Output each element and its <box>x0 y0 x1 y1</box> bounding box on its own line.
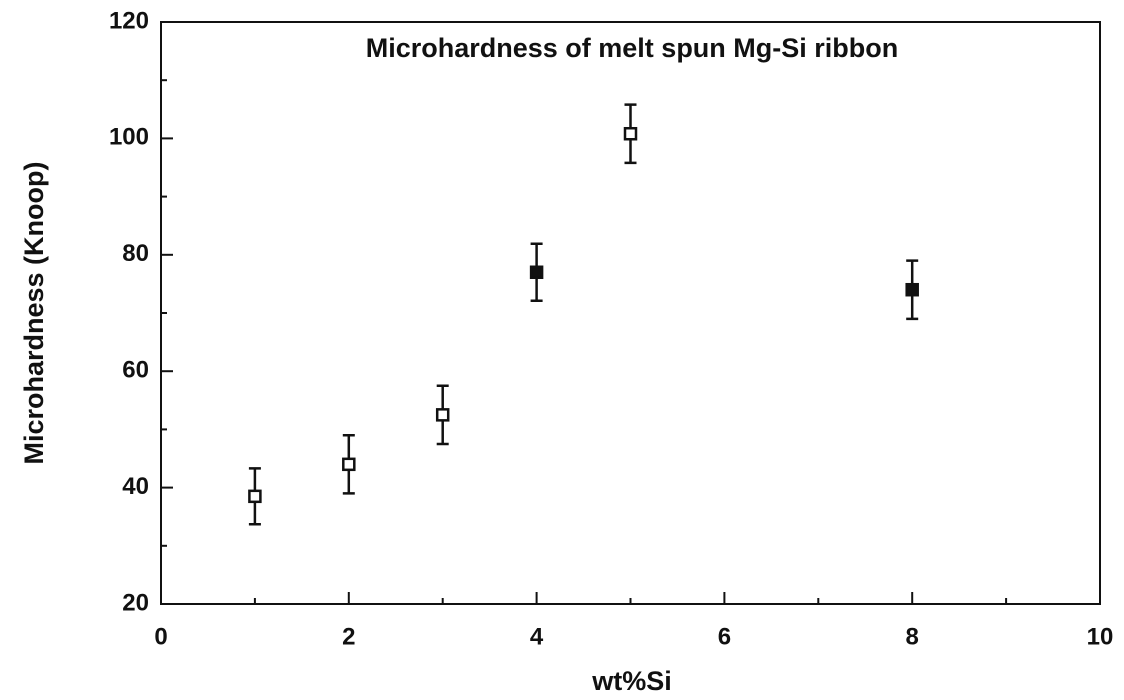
y-tick-label: 40 <box>122 473 149 500</box>
x-tick-label: 8 <box>906 623 919 650</box>
x-tick-label: 6 <box>718 623 731 650</box>
data-point <box>905 282 919 297</box>
data-point <box>435 408 450 422</box>
chart-title: Microhardness of melt spun Mg-Si ribbon <box>366 33 899 63</box>
y-tick-label: 100 <box>109 124 149 151</box>
y-tick-label: 80 <box>122 240 149 267</box>
data-point <box>342 457 356 472</box>
y-tick-label: 60 <box>122 357 149 384</box>
x-tick-label: 0 <box>154 623 167 650</box>
data-point <box>623 126 638 141</box>
y-axis-label: Microhardness (Knoop) <box>19 161 49 464</box>
x-axis-label: wt%Si <box>591 666 672 696</box>
y-tick-label: 20 <box>122 589 149 616</box>
data-point <box>529 265 544 280</box>
x-tick-label: 4 <box>530 623 544 650</box>
x-tick-label: 10 <box>1087 623 1114 650</box>
x-tick-label: 2 <box>342 623 355 650</box>
y-tick-label: 120 <box>109 7 149 34</box>
data-point <box>248 489 262 504</box>
